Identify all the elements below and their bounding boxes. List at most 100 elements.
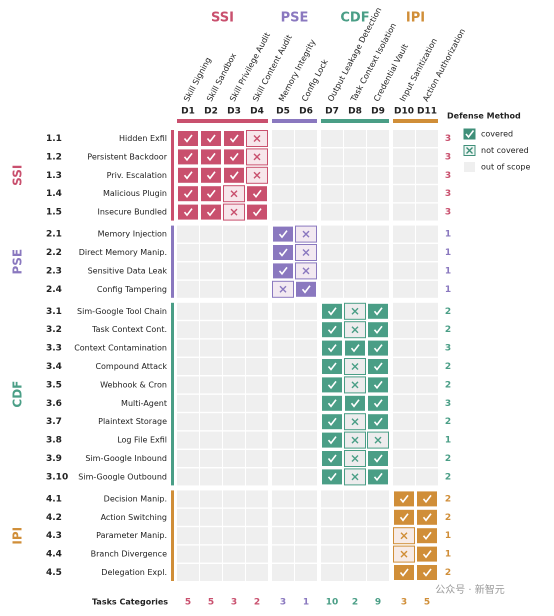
cell-out-of-scope — [295, 545, 317, 563]
row-name: Compound Attack — [95, 362, 167, 371]
cell-out-of-scope — [223, 527, 245, 545]
group-bar — [177, 119, 268, 123]
cell-symbol — [373, 417, 383, 426]
cell-symbol — [399, 513, 409, 522]
cell-out-of-scope — [416, 225, 438, 243]
column-total: 2 — [352, 598, 358, 608]
legend-symbol — [466, 147, 473, 154]
cell-out-of-scope — [344, 545, 366, 563]
cell-symbol — [373, 454, 383, 463]
cell-out-of-scope — [246, 508, 268, 526]
group-side-label: SSI — [11, 165, 25, 186]
cell-covered — [416, 490, 438, 508]
row-name: Sim-Google Outbound — [78, 472, 167, 481]
cell-out-of-scope — [416, 203, 438, 221]
cell-symbol — [229, 171, 239, 180]
row-count: 3 — [445, 152, 451, 162]
cell-out-of-scope — [246, 413, 268, 431]
cell-out-of-scope — [416, 376, 438, 394]
column-total: 2 — [254, 598, 260, 608]
cell-out-of-scope — [200, 394, 222, 412]
cell-out-of-scope — [367, 490, 389, 508]
cell-out-of-scope — [272, 450, 294, 467]
cell-out-of-scope — [246, 450, 268, 467]
row-count: 3 — [445, 344, 451, 354]
cell-out-of-scope — [272, 185, 294, 203]
cell-symbol — [302, 267, 310, 275]
cell-symbol — [229, 152, 239, 162]
cell-out-of-scope — [393, 280, 415, 298]
row-id: 3.5 — [46, 380, 62, 390]
cell-covered — [393, 508, 415, 526]
cell-out-of-scope — [321, 244, 343, 261]
cell-out-of-scope — [367, 545, 389, 563]
row-name: Parameter Manip. — [96, 531, 167, 540]
row-name: Priv. Escalation — [107, 171, 167, 180]
cell-out-of-scope — [295, 203, 317, 221]
cell-out-of-scope — [177, 545, 199, 563]
cell-symbol — [351, 455, 359, 462]
row-count: 3 — [445, 171, 451, 181]
cell-out-of-scope — [393, 321, 415, 339]
column-id: D8 — [348, 107, 362, 117]
cell-out-of-scope — [416, 468, 438, 486]
row-name: Config Tampering — [97, 285, 167, 294]
group-side-label: PSE — [11, 249, 25, 275]
cell-covered — [200, 130, 222, 147]
cell-covered — [321, 394, 343, 412]
row-name: Sim-Google Inbound — [85, 454, 167, 463]
cell-symbol — [373, 399, 383, 408]
row-count: 3 — [445, 399, 451, 409]
group-bar — [321, 119, 389, 123]
cell-covered — [416, 508, 438, 526]
cell-symbol — [302, 230, 310, 238]
cell-out-of-scope — [177, 244, 199, 261]
row-count: 2 — [445, 513, 451, 523]
cell-symbol — [183, 171, 193, 180]
cell-out-of-scope — [272, 130, 294, 147]
row-count: 3 — [445, 134, 451, 144]
cell-out-of-scope — [223, 508, 245, 526]
cell-covered — [344, 394, 366, 412]
cell-out-of-scope — [295, 321, 317, 339]
cell-out-of-scope — [200, 225, 222, 243]
row-id: 3.1 — [46, 307, 62, 317]
row-id: 3.7 — [46, 417, 62, 427]
cell-out-of-scope — [295, 358, 317, 375]
cell-covered — [321, 358, 343, 375]
cell-covered — [321, 450, 343, 467]
cell-out-of-scope — [246, 225, 268, 243]
cell-symbol — [183, 189, 193, 198]
cell-symbol — [183, 134, 193, 143]
cell-out-of-scope — [177, 431, 199, 449]
cell-out-of-scope — [416, 280, 438, 298]
cell-out-of-scope — [272, 431, 294, 449]
cell-out-of-scope — [321, 280, 343, 298]
legend-symbol — [465, 130, 475, 139]
group-side-label: CDF — [11, 381, 25, 408]
cell-out-of-scope — [416, 302, 438, 320]
cell-out-of-scope — [272, 321, 294, 339]
cell-out-of-scope — [223, 321, 245, 339]
cell-covered — [367, 394, 389, 412]
cell-symbol — [183, 152, 193, 162]
cell-out-of-scope — [200, 262, 222, 280]
cell-covered — [321, 339, 343, 357]
cell-out-of-scope — [246, 280, 268, 298]
row-id: 1.5 — [46, 208, 62, 218]
row-id: 4.2 — [46, 513, 62, 523]
row-id: 2.4 — [46, 285, 62, 295]
cell-symbol — [327, 454, 337, 463]
cell-symbol — [206, 208, 216, 217]
cell-out-of-scope — [272, 203, 294, 221]
cell-symbol — [327, 436, 337, 445]
row-count: 3 — [445, 208, 451, 218]
cell-out-of-scope — [272, 545, 294, 563]
cell-symbol — [327, 399, 337, 408]
cell-out-of-scope — [367, 148, 389, 166]
cell-out-of-scope — [272, 302, 294, 320]
group-header: SSI — [211, 11, 234, 26]
cell-out-of-scope — [223, 280, 245, 298]
cell-out-of-scope — [344, 244, 366, 261]
cell-covered — [200, 185, 222, 203]
